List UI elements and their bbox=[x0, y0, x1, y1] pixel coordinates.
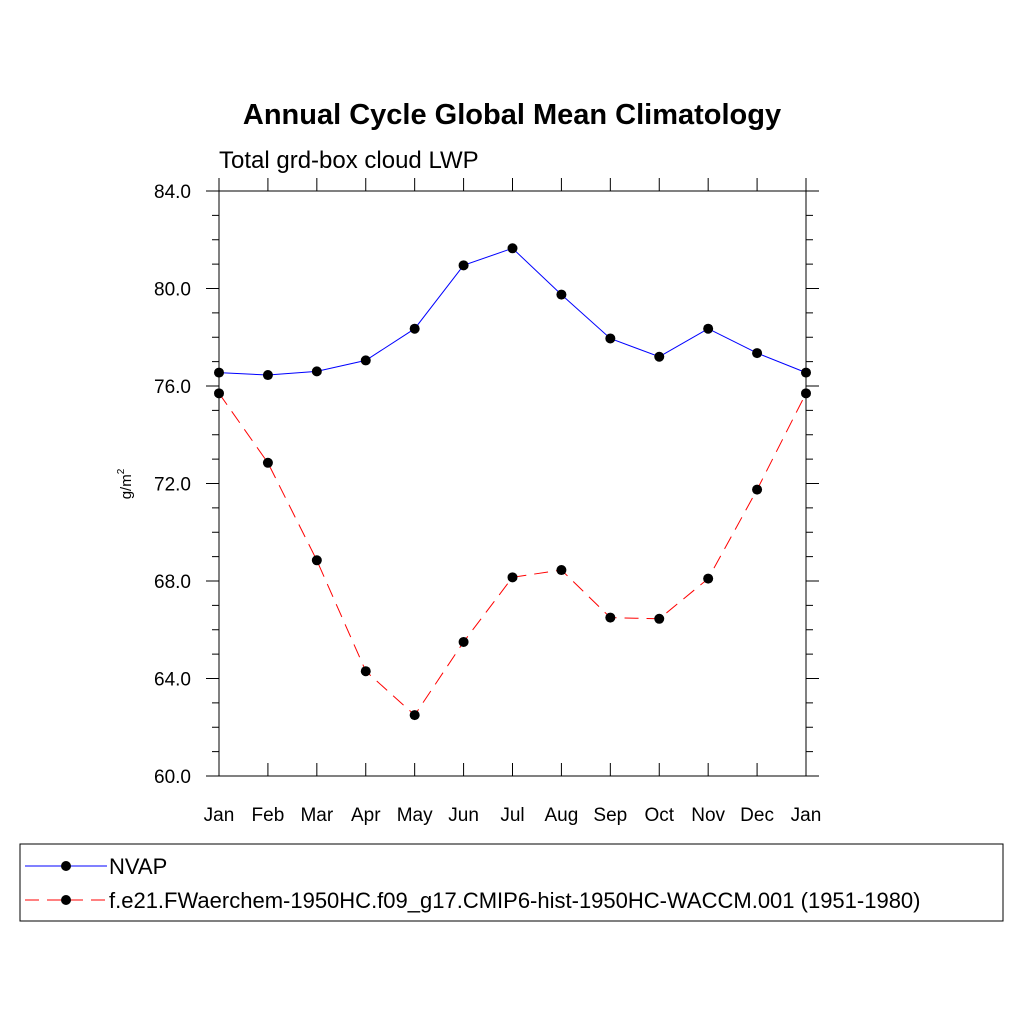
legend-label-nvap: NVAP bbox=[109, 854, 167, 879]
plot-frame bbox=[218, 190, 807, 777]
y-tick-label: 80.0 bbox=[154, 280, 191, 301]
data-point bbox=[360, 666, 371, 677]
x-tick-label: Jan bbox=[791, 805, 822, 826]
data-point bbox=[458, 260, 469, 271]
y-tick-label: 60.0 bbox=[154, 767, 191, 788]
x-tick-label: Oct bbox=[644, 805, 674, 826]
y-tick-labels: 60.0 64.0 68.0 72.0 76.0 80.0 84.0 bbox=[154, 182, 191, 788]
y-axis-label-superscript: 2 bbox=[116, 468, 127, 474]
series-layer bbox=[214, 243, 811, 721]
y-axis-label: g/m2 bbox=[116, 468, 135, 499]
legend-box bbox=[19, 843, 1004, 922]
legend-label-model: f.e21.FWaerchem-1950HC.f09_g17.CMIP6-his… bbox=[109, 888, 921, 913]
data-point bbox=[703, 323, 714, 334]
x-tick-label: Jan bbox=[204, 805, 235, 826]
data-point bbox=[556, 565, 567, 576]
series-line-0 bbox=[218, 247, 807, 376]
series-line-1 bbox=[218, 393, 807, 716]
data-point bbox=[507, 572, 518, 583]
data-point bbox=[458, 636, 469, 647]
data-point bbox=[409, 710, 420, 721]
data-point bbox=[801, 367, 811, 378]
legend-entry-model: f.e21.FWaerchem-1950HC.f09_g17.CMIP6-his… bbox=[25, 888, 921, 913]
x-tick-label: Dec bbox=[740, 805, 774, 826]
data-point bbox=[654, 351, 665, 362]
x-tick-label: Feb bbox=[252, 805, 285, 826]
series-0 bbox=[214, 243, 811, 381]
data-point bbox=[605, 333, 616, 344]
y-tick-label: 72.0 bbox=[154, 475, 191, 496]
axis-ticks bbox=[206, 178, 819, 777]
y-tick-label: 76.0 bbox=[154, 377, 191, 398]
legend-entry-nvap: NVAP bbox=[25, 854, 167, 879]
x-tick-label: Jun bbox=[448, 805, 479, 826]
legend-marker-nvap bbox=[61, 861, 71, 871]
data-point bbox=[752, 484, 763, 495]
x-tick-label: Nov bbox=[691, 805, 725, 826]
data-point bbox=[605, 612, 616, 623]
x-tick-label: Apr bbox=[351, 805, 381, 826]
y-axis-label-text: g/m bbox=[118, 474, 135, 499]
data-point bbox=[507, 243, 518, 254]
legend-marker-model bbox=[61, 895, 71, 905]
x-tick-label: Jul bbox=[500, 805, 524, 826]
data-point bbox=[556, 289, 567, 300]
series-1 bbox=[214, 388, 811, 721]
data-point bbox=[311, 555, 322, 566]
chart-title: Annual Cycle Global Mean Climatology bbox=[243, 99, 781, 131]
x-tick-label: May bbox=[397, 805, 433, 826]
y-tick-label: 84.0 bbox=[154, 182, 191, 203]
data-point bbox=[752, 348, 763, 359]
x-tick-labels: Jan Feb Mar Apr May Jun Jul Aug Sep Oct Nov Dec Jan bbox=[204, 805, 822, 826]
data-point bbox=[262, 370, 273, 381]
chart-subtitle: Total grd-box cloud LWP bbox=[219, 147, 479, 174]
x-tick-label: Sep bbox=[593, 805, 627, 826]
data-point bbox=[311, 366, 322, 377]
data-point bbox=[262, 457, 273, 468]
data-point bbox=[214, 367, 224, 378]
x-tick-label: Aug bbox=[545, 805, 579, 826]
data-point bbox=[703, 573, 714, 584]
x-tick-label: Mar bbox=[300, 805, 333, 826]
y-tick-label: 64.0 bbox=[154, 670, 191, 691]
data-point bbox=[801, 388, 811, 399]
data-point bbox=[409, 323, 420, 334]
data-point bbox=[360, 355, 371, 366]
y-tick-label: 68.0 bbox=[154, 572, 191, 593]
data-point bbox=[214, 388, 224, 399]
data-point bbox=[654, 613, 665, 624]
